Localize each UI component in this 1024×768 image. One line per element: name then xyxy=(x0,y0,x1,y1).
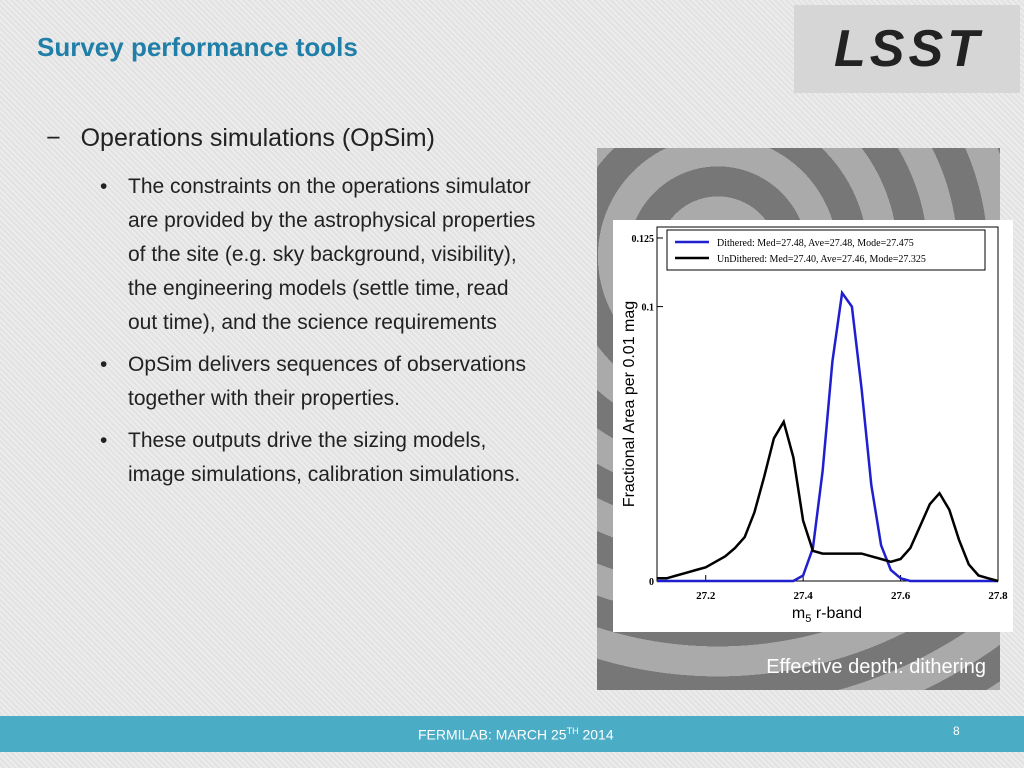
caption: Effective depth: dithering xyxy=(766,656,986,678)
sub-bullet: The constraints on the operations simula… xyxy=(100,170,540,340)
x-label-main: m xyxy=(792,605,805,622)
title: Survey performance tools xyxy=(37,32,358,62)
legend-label: UnDithered: Med=27.40, Ave=27.46, Mode=2… xyxy=(717,254,926,265)
chart-bg xyxy=(613,220,1013,632)
sub-bullet: OpSim delivers sequences of observations… xyxy=(100,348,540,416)
page-number: 8 xyxy=(953,724,960,738)
plot-frame xyxy=(656,226,999,582)
sub-bullets: The constraints on the operations simula… xyxy=(100,170,540,500)
x-tick-label: 27.2 xyxy=(696,590,716,602)
footer: FERMILAB: MARCH 25TH 2014 8 xyxy=(0,716,1024,752)
y-tick-label: 0.125 xyxy=(632,234,655,245)
y-axis-label: Fractional Area per 0.01 mag xyxy=(621,301,638,507)
x-tick-label: 27.4 xyxy=(794,590,814,602)
logo-text: LSST xyxy=(834,20,983,78)
bullet: − Operations simulations (OpSim) xyxy=(46,124,435,152)
chart: Fractional Area per 0.01 mag m5 r-band 2… xyxy=(613,220,1013,632)
series-line xyxy=(657,289,998,583)
series-line xyxy=(657,418,999,583)
x-tick-label: 27.6 xyxy=(891,590,911,602)
y-tick-label: 0 xyxy=(649,577,654,588)
footer-sup: TH xyxy=(566,726,579,736)
y-tick-label: 0.1 xyxy=(642,303,655,314)
footer-date: FERMILAB: MARCH 25 xyxy=(418,726,567,743)
x-axis-label: m5 r-band xyxy=(792,605,862,625)
legend-box xyxy=(666,229,986,271)
footer-text: FERMILAB: MARCH 25TH 2014 xyxy=(418,726,614,743)
legend-label: Dithered: Med=27.48, Ave=27.48, Mode=27.… xyxy=(717,238,914,249)
sub-bullet: These outputs drive the sizing models, i… xyxy=(100,424,540,492)
footer-year: 2014 xyxy=(578,726,614,743)
x-tick-label: 27.8 xyxy=(988,590,1008,602)
x-label-sub: 5 xyxy=(805,613,811,625)
logo: LSST xyxy=(794,5,1020,93)
bullet-text: Operations simulations (OpSim) xyxy=(80,124,435,152)
x-label-rest: r-band xyxy=(811,605,862,622)
